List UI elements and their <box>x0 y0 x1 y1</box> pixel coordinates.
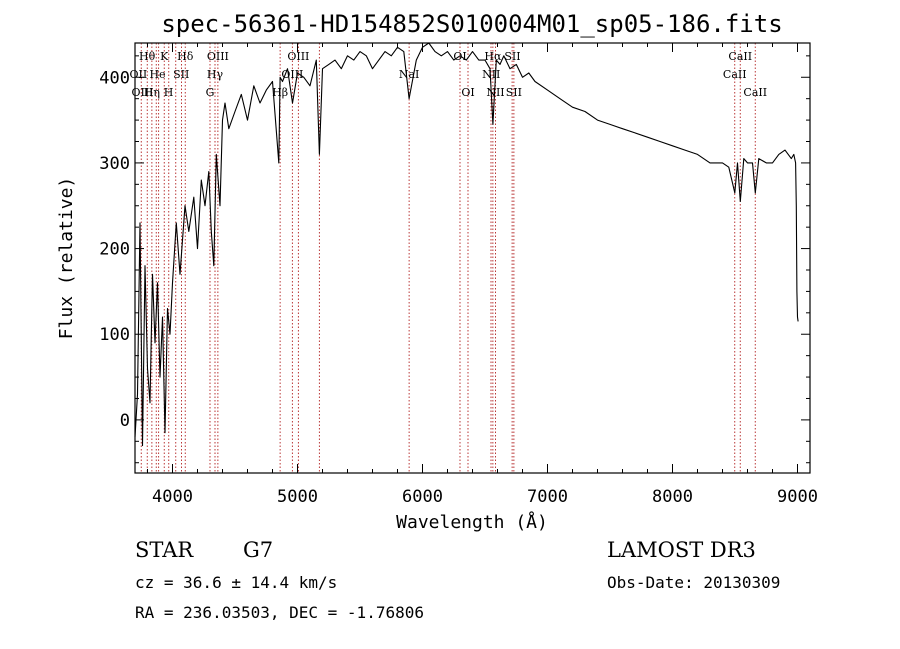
x-tick-label: 7000 <box>527 487 568 507</box>
x-tick-label: 8000 <box>652 487 693 507</box>
line-label: NII <box>486 86 504 99</box>
y-tick-label: 200 <box>99 240 130 260</box>
coordinates: RA = 236.03503, DEC = -1.76806 <box>135 603 424 622</box>
spectrum-series <box>134 42 799 447</box>
y-tick-label: 0 <box>120 411 130 431</box>
y-axis: 0 100 200 300 400 <box>99 55 810 464</box>
line-label: OIII <box>131 86 153 99</box>
line-label: SII <box>506 86 522 99</box>
line-label: Hδ <box>177 50 194 63</box>
redshift-velocity: cz = 36.6 ± 14.4 km/s <box>135 573 338 592</box>
line-label: OI <box>453 50 466 63</box>
line-label: He <box>149 68 165 81</box>
x-axis: 4000 5000 6000 7000 8000 9000 <box>147 43 818 507</box>
line-label: Hη <box>144 86 160 99</box>
line-label: OII <box>130 68 148 81</box>
x-axis-label: Wavelength (Å) <box>396 511 548 533</box>
line-label: CaII <box>728 50 752 63</box>
line-label: K <box>160 50 169 63</box>
y-axis-label: Flux (relative) <box>56 177 77 340</box>
line-label: OIII <box>287 50 309 63</box>
object-class: STAR <box>135 538 194 562</box>
y-tick-label: 100 <box>99 325 130 345</box>
line-label: Hα <box>484 50 502 63</box>
y-tick-label: 400 <box>99 68 130 88</box>
x-tick-label: 9000 <box>777 487 818 507</box>
chart-title: spec-56361-HD154852S010004M01_sp05-186.f… <box>161 10 782 38</box>
line-label: SII <box>504 50 520 63</box>
spectrum-line <box>134 42 799 447</box>
object-subclass: G7 <box>243 538 274 562</box>
line-label: OI <box>461 86 474 99</box>
line-label: CaII <box>723 68 747 81</box>
line-label: Hθ <box>139 50 156 63</box>
line-markers <box>140 43 756 473</box>
line-label: H <box>164 86 174 99</box>
x-tick-label: 4000 <box>152 487 193 507</box>
line-label: OIII <box>207 50 229 63</box>
x-tick-label: 6000 <box>402 487 443 507</box>
line-label: SII <box>173 68 189 81</box>
observation-date: Obs-Date: 20130309 <box>607 573 781 592</box>
line-label: G <box>206 86 215 99</box>
line-label: NaI <box>399 68 420 81</box>
x-tick-label: 5000 <box>277 487 318 507</box>
spectrum-chart: spec-56361-HD154852S010004M01_sp05-186.f… <box>56 10 818 533</box>
line-label: CaII <box>743 86 767 99</box>
survey-name: LAMOST DR3 <box>607 538 756 562</box>
line-label: NII <box>482 68 500 81</box>
line-label: Hγ <box>207 68 224 81</box>
y-tick-label: 300 <box>99 154 130 174</box>
